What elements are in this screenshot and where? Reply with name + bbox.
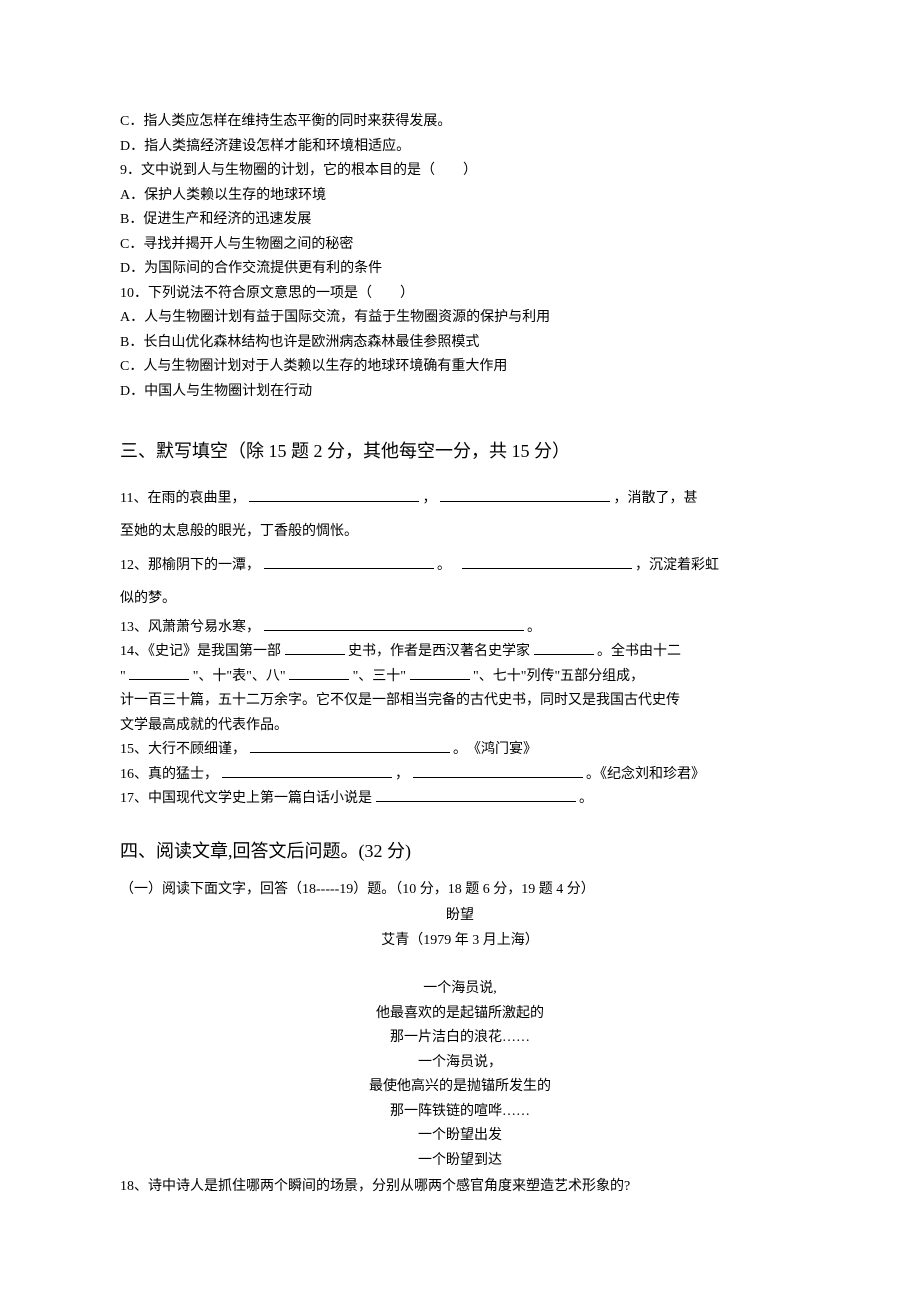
q11-text-b: ， — [422, 491, 436, 506]
q15-text-a: 15、大行不顾细谨， — [120, 742, 246, 757]
q9-option-a: A．保护人类赖以生存的地球环境 — [120, 184, 800, 209]
section-4-heading: 四、阅读文章,回答文后问题。(32 分) — [120, 832, 800, 872]
q12-text-c: ，沉淀着彩虹 — [635, 558, 719, 573]
question-16: 16、真的猛士， ， 。《纪念刘和珍君》 — [120, 763, 800, 788]
section-4-sub: （一）阅读下面文字，回答（18-----19）题。（10 分，18 题 6 分，… — [120, 878, 800, 903]
question-11-line1: 11、在雨的哀曲里， ， ，消散了，甚 — [120, 482, 800, 516]
blank-input[interactable] — [250, 739, 450, 753]
question-14-line2: " "、十"表"、八" "、三十" "、七十"列传"五部分组成， — [120, 665, 800, 690]
q13-text-a: 13、风萧萧兮易水寒， — [120, 620, 260, 635]
q10-option-a: A．人与生物圈计划有益于国际交流，有益于生物圈资源的保护与利用 — [120, 306, 800, 331]
q10-option-c: C．人与生物圈计划对于人类赖以生存的地球环境确有重大作用 — [120, 355, 800, 380]
question-12-line1: 12、那榆阴下的一潭， 。 ，沉淀着彩虹 — [120, 549, 800, 583]
question-14-line1: 14、《史记》是我国第一部 史书，作者是西汉著名史学家 。全书由十二 — [120, 640, 800, 665]
q9-option-b: B．促进生产和经济的迅速发展 — [120, 208, 800, 233]
question-10: 10．下列说法不符合原文意思的一项是（ ） — [120, 282, 800, 307]
option-c: C．指人类应怎样在维持生态平衡的同时来获得发展。 — [120, 110, 800, 135]
question-18: 18、诗中诗人是抓住哪两个瞬间的场景，分别从哪两个感官角度来塑造艺术形象的? — [120, 1175, 800, 1200]
poem-title: 盼望 — [120, 904, 800, 929]
poem-line: 那一片洁白的浪花…… — [120, 1026, 800, 1051]
poem-line: 最使他高兴的是抛锚所发生的 — [120, 1075, 800, 1100]
q9-option-d: D．为国际间的合作交流提供更有利的条件 — [120, 257, 800, 282]
q12-text-b: 。 — [437, 558, 458, 573]
blank-input[interactable] — [264, 555, 434, 569]
blank-input[interactable] — [249, 488, 419, 502]
q16-text-a: 16、真的猛士， — [120, 767, 218, 782]
blank-input[interactable] — [462, 555, 632, 569]
q17-text-b: 。 — [579, 791, 593, 806]
blank-input[interactable] — [413, 764, 583, 778]
q14l2-a: " — [120, 669, 126, 684]
section-3-heading: 三、默写填空（除 15 题 2 分，其他每空一分，共 15 分） — [120, 432, 800, 472]
question-13: 13、风萧萧兮易水寒， 。 — [120, 616, 800, 641]
q17-text-a: 17、中国现代文学史上第一篇白话小说是 — [120, 791, 372, 806]
blank-input[interactable] — [534, 641, 594, 655]
poem-author: 艾青（1979 年 3 月上海） — [120, 929, 800, 954]
blank-input[interactable] — [264, 617, 524, 631]
blank-input[interactable] — [222, 764, 392, 778]
q15-text-b: 。 《鸿门宴》 — [453, 742, 537, 757]
q16-text-b: ， — [395, 767, 409, 782]
poem-line: 一个盼望出发 — [120, 1124, 800, 1149]
q11-text-a: 11、在雨的哀曲里， — [120, 491, 245, 506]
q12-text-a: 12、那榆阴下的一潭， — [120, 558, 260, 573]
q14l2-c: "、三十" — [353, 669, 406, 684]
blank-input[interactable] — [410, 666, 470, 680]
q14l2-b: "、十"表"、八" — [193, 669, 286, 684]
poem-line: 一个盼望到达 — [120, 1149, 800, 1174]
q16-text-c: 。《纪念刘和珍君》 — [586, 767, 705, 782]
poem-body: 一个海员说, 他最喜欢的是起锚所激起的 那一片洁白的浪花…… 一个海员说， 最使… — [120, 977, 800, 1173]
q10-option-b: B．长白山优化森林结构也许是欧洲病态森林最佳参照模式 — [120, 331, 800, 356]
q10-option-d: D．中国人与生物圈计划在行动 — [120, 380, 800, 405]
q14-text-c: 。全书由十二 — [597, 644, 681, 659]
question-9: 9．文中说到人与生物圈的计划，它的根本目的是（ ） — [120, 159, 800, 184]
q13-text-b: 。 — [527, 620, 541, 635]
blank-input[interactable] — [289, 666, 349, 680]
question-14-line4: 文学最高成就的代表作品。 — [120, 714, 800, 739]
q14-text-a: 14、《史记》是我国第一部 — [120, 644, 281, 659]
blank-input[interactable] — [440, 488, 610, 502]
blank-input[interactable] — [376, 788, 576, 802]
option-d: D．指人类搞经济建设怎样才能和环境相适应。 — [120, 135, 800, 160]
q14l2-d: "、七十"列传"五部分组成， — [473, 669, 644, 684]
blank-input[interactable] — [285, 641, 345, 655]
poem-line: 那一阵铁链的喧哗…… — [120, 1100, 800, 1125]
poem-line: 一个海员说， — [120, 1051, 800, 1076]
poem-line: 他最喜欢的是起锚所激起的 — [120, 1002, 800, 1027]
question-11-line2: 至她的太息般的眼光，丁香般的惆怅。 — [120, 515, 800, 549]
question-14-line3: 计一百三十篇，五十二万余字。它不仅是一部相当完备的古代史书，同时又是我国古代史传 — [120, 689, 800, 714]
question-12-line2: 似的梦。 — [120, 582, 800, 616]
q11-text-c: ，消散了，甚 — [613, 491, 697, 506]
q9-option-c: C．寻找并揭开人与生物圈之间的秘密 — [120, 233, 800, 258]
q14-text-b: 史书，作者是西汉著名史学家 — [348, 644, 530, 659]
blank-input[interactable] — [129, 666, 189, 680]
poem-line: 一个海员说, — [120, 977, 800, 1002]
question-17: 17、中国现代文学史上第一篇白话小说是 。 — [120, 787, 800, 812]
question-15: 15、大行不顾细谨， 。 《鸿门宴》 — [120, 738, 800, 763]
